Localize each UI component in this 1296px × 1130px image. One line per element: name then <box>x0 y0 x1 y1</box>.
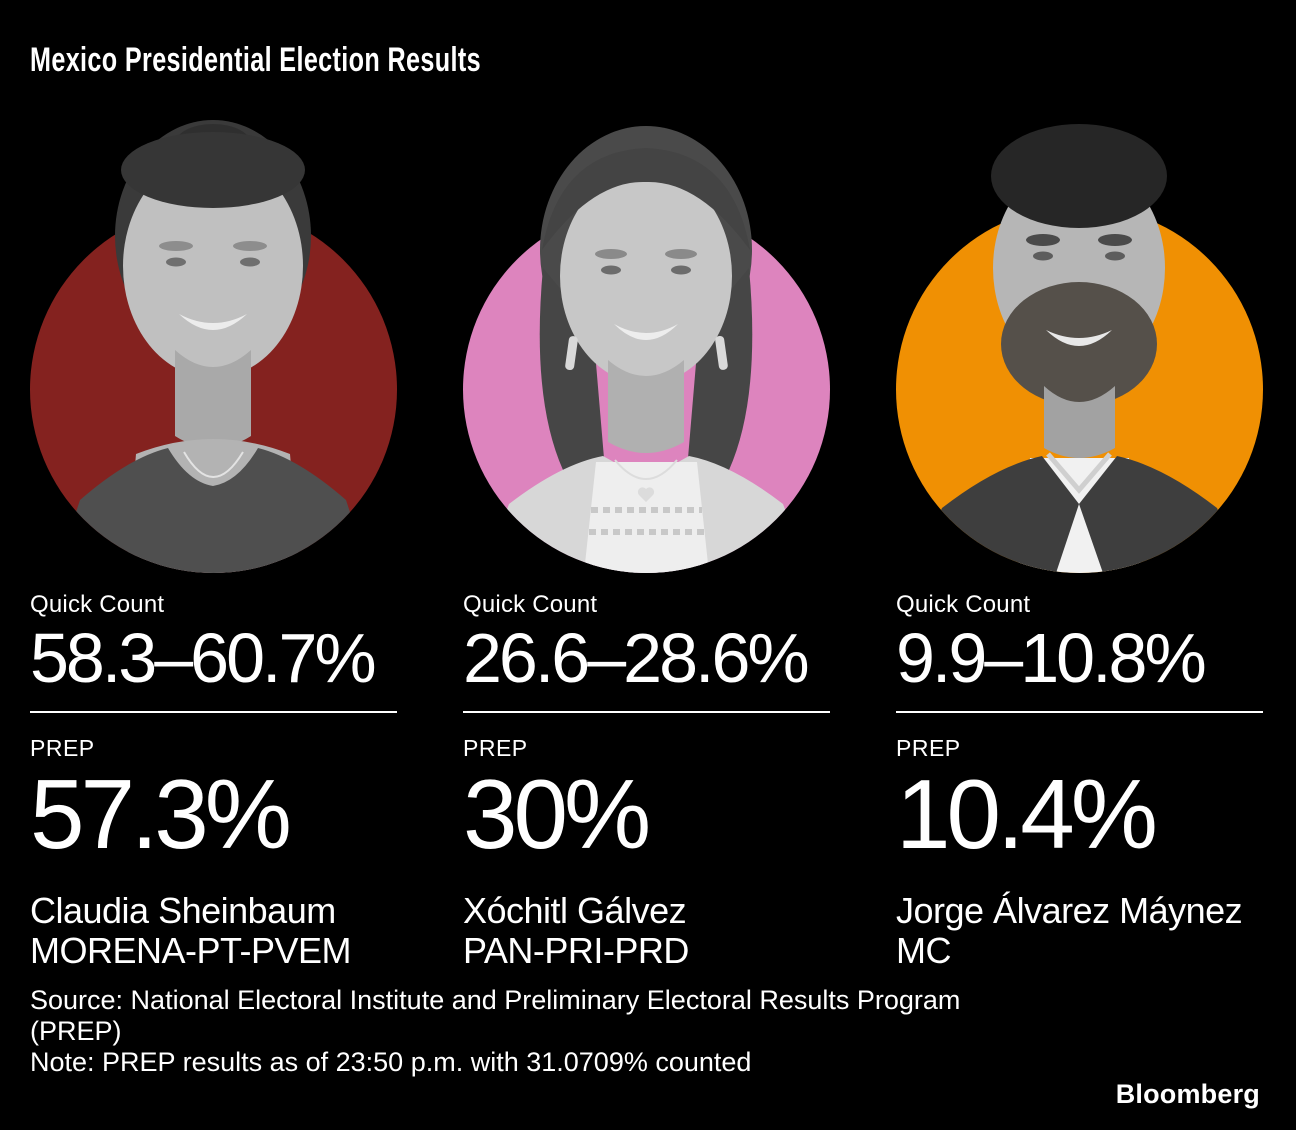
candidate-name: Xóchitl Gálvez <box>463 890 687 931</box>
person-silhouette <box>914 124 1245 573</box>
candidates-grid: Quick Count 58.3–60.7% PREP 57.3% Claudi… <box>0 118 1296 971</box>
note-text: Note: PREP results as of 23:50 p.m. with… <box>30 1047 752 1077</box>
divider <box>463 711 830 713</box>
person-silhouette <box>483 126 809 573</box>
page-title: Mexico Presidential Election Results <box>30 41 481 79</box>
portrait-illustration <box>896 124 1263 573</box>
candidate-card-sheinbaum: Quick Count 58.3–60.7% PREP 57.3% Claudi… <box>30 118 397 971</box>
bloomberg-logo: Bloomberg <box>1115 1079 1260 1109</box>
candidate-party: MORENA-PT-PVEM <box>30 930 352 971</box>
quick-count-label: Quick Count <box>896 591 1031 618</box>
divider <box>896 711 1263 713</box>
footer: Source: National Electoral Institute and… <box>30 985 1296 1078</box>
divider <box>30 711 397 713</box>
portrait-illustration <box>463 126 830 573</box>
candidate-photo-galvez <box>463 118 830 573</box>
prep-value: 57.3% <box>30 759 292 869</box>
candidate-card-galvez: Quick Count 26.6–28.6% PREP 30% Xóchitl … <box>463 118 830 971</box>
portrait-illustration <box>30 120 397 573</box>
quick-count-value: 9.9–10.8% <box>896 619 1207 697</box>
prep-value: 30% <box>463 759 651 869</box>
candidate-party: PAN-PRI-PRD <box>463 930 689 971</box>
candidate-party: MC <box>896 930 952 971</box>
person-silhouette <box>56 120 370 573</box>
candidate-card-maynez: Quick Count 9.9–10.8% PREP 10.4% Jorge Á… <box>896 118 1263 971</box>
source-text: Source: National Electoral Institute and… <box>30 985 961 1046</box>
candidate-photo-sheinbaum <box>30 118 397 573</box>
prep-label: PREP <box>896 735 961 761</box>
quick-count-label: Quick Count <box>463 591 598 618</box>
candidate-name: Jorge Álvarez Máynez <box>896 890 1243 931</box>
prep-value: 10.4% <box>896 759 1158 869</box>
quick-count-label: Quick Count <box>30 591 165 618</box>
candidate-photo-maynez <box>896 118 1263 573</box>
quick-count-value: 26.6–28.6% <box>463 619 810 697</box>
candidate-name: Claudia Sheinbaum <box>30 890 336 931</box>
prep-label: PREP <box>463 735 528 761</box>
quick-count-value: 58.3–60.7% <box>30 619 377 697</box>
prep-label: PREP <box>30 735 95 761</box>
